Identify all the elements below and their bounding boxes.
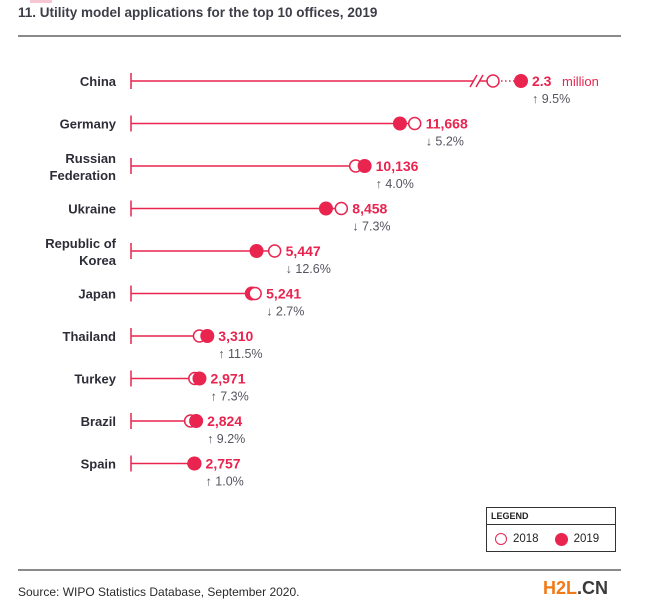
dot-2019 [200, 329, 215, 343]
dot-2019 [514, 74, 528, 88]
change-label: ↓ 12.6% [286, 262, 331, 276]
filled-circle-icon [554, 532, 568, 546]
dot-2019 [357, 159, 372, 173]
change-label: ↑ 7.3% [210, 390, 248, 404]
dot-2019 [192, 371, 207, 386]
change-label: ↓ 5.2% [426, 135, 464, 149]
change-label: ↑ 9.2% [207, 432, 245, 446]
change-label: ↓ 2.7% [266, 305, 304, 319]
value-label: 10,136 [376, 158, 419, 174]
value-label: 5,447 [286, 243, 321, 259]
value-label: 2.3 [532, 73, 552, 89]
axis-break-mark [475, 74, 484, 88]
dot-2019 [392, 116, 407, 131]
dumbbell-chart: China 2.3 million ↑ 9.5% Germany 11,668 ↓ 5.2%… [45, 73, 599, 489]
top-accent-mark [30, 0, 52, 3]
legend-label-2018: 2018 [513, 533, 539, 545]
category-label: Turkey [74, 372, 116, 387]
value-label: 8,458 [352, 201, 387, 217]
chart-title: 11. Utility model applications for the t… [18, 5, 378, 20]
category-label: Brazil [81, 414, 116, 429]
value-label: 5,241 [266, 286, 301, 302]
dot-2019 [189, 414, 204, 428]
value-label: 2,757 [206, 456, 241, 472]
category-label: Spain [81, 457, 116, 472]
dot-2018 [407, 116, 422, 131]
legend-item-2018: 2018 [495, 533, 539, 545]
title-divider [18, 35, 621, 37]
category-label: Japan [78, 287, 116, 302]
change-label: ↑ 1.0% [206, 475, 244, 489]
value-label: 3,310 [218, 328, 253, 344]
value-label: 2,824 [207, 413, 242, 429]
watermark-logo: H2L.CN [543, 578, 609, 598]
legend-item-2019: 2019 [554, 532, 600, 546]
dot-2019 [249, 244, 264, 258]
open-circle-icon [495, 533, 507, 545]
axis-break-mark [469, 74, 478, 88]
dot-2018 [486, 74, 500, 88]
category-label: Republic of [45, 236, 116, 251]
value-label: 11,668 [426, 116, 468, 132]
category-label: Germany [60, 117, 117, 132]
category-label: Ukraine [68, 202, 116, 217]
change-label: ↑ 11.5% [218, 347, 262, 361]
dot-2018 [248, 286, 262, 301]
category-label: Korea [79, 253, 117, 268]
dot-2019 [318, 201, 333, 216]
unit-label: million [562, 74, 599, 89]
legend-title: LEGEND [487, 508, 615, 525]
category-label: Thailand [63, 329, 117, 344]
change-label: ↑ 4.0% [376, 177, 414, 191]
category-label: Federation [50, 168, 117, 183]
dot-2019 [187, 456, 202, 471]
change-label: ↑ 9.5% [532, 92, 570, 106]
legend-label-2019: 2019 [573, 533, 600, 545]
dot-2018 [334, 201, 349, 216]
category-label: Russian [65, 151, 116, 166]
footer-divider [18, 569, 621, 571]
value-label: 2,971 [210, 371, 245, 387]
legend: LEGEND 2018 2019 [486, 507, 616, 552]
change-label: ↓ 7.3% [352, 220, 390, 234]
dot-2018 [267, 244, 282, 258]
category-label: China [80, 74, 117, 89]
source-note: Source: WIPO Statistics Database, Septem… [18, 585, 300, 599]
